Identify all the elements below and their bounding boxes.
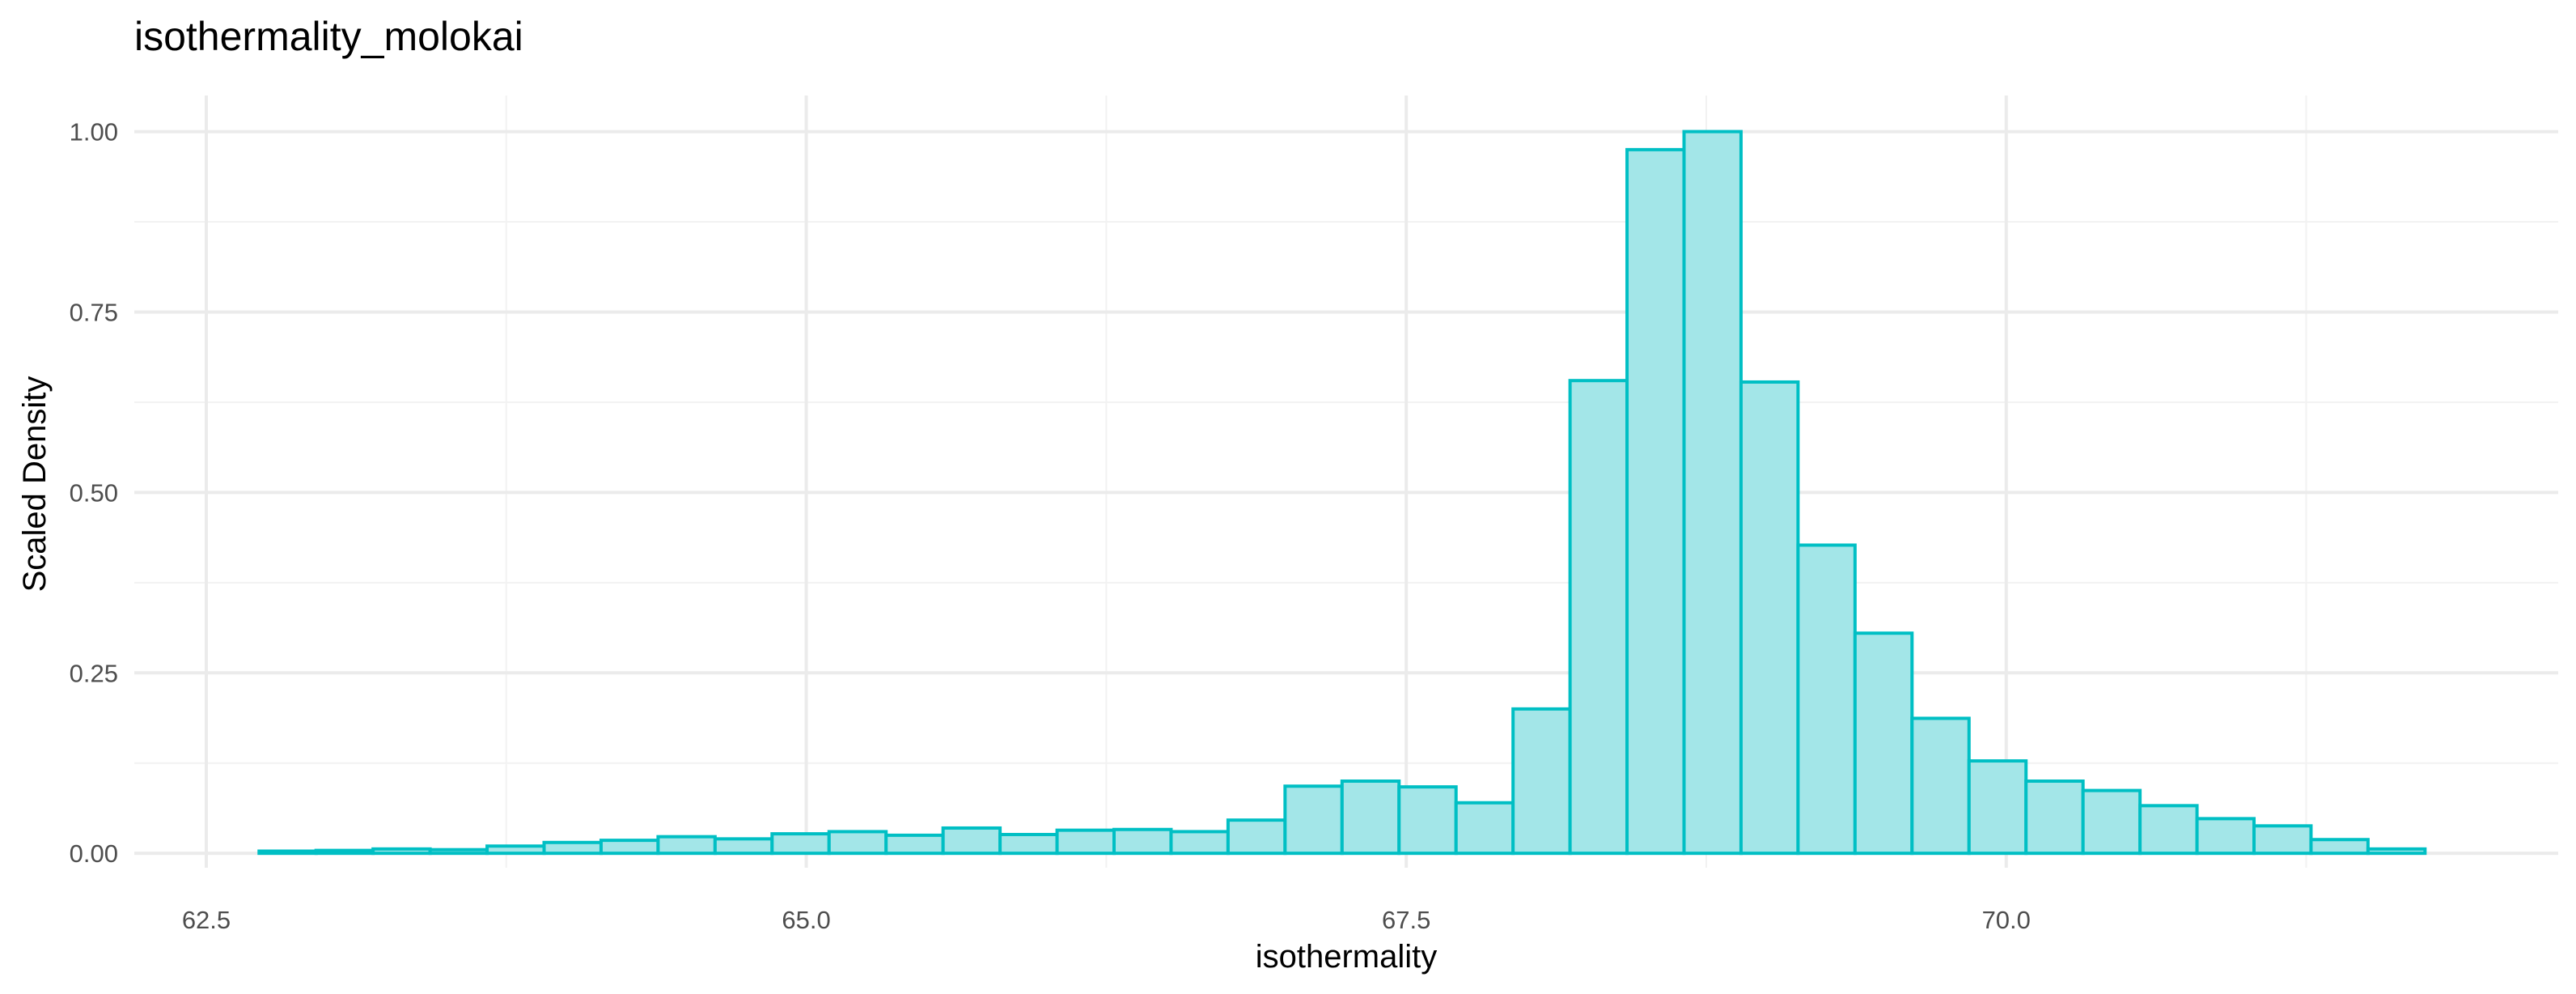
histogram-bar [314, 848, 375, 856]
histogram-bar [542, 840, 603, 856]
x-tick-label: 70.0 [1982, 906, 2031, 934]
histogram-bar [1739, 380, 1800, 856]
histogram-bar [2081, 788, 2142, 856]
histogram-bar [1112, 827, 1173, 856]
histogram-bar [2309, 838, 2370, 856]
histogram-bar [1910, 716, 1971, 856]
histogram-bar [2252, 824, 2313, 856]
histogram-bar [428, 847, 489, 856]
histogram-bar [713, 837, 774, 856]
histogram-bar [2138, 804, 2199, 856]
histogram-bar [2195, 817, 2256, 856]
histogram-bar [1796, 543, 1857, 856]
histogram-bar [2366, 847, 2427, 856]
x-axis-title: isothermality [1256, 939, 1438, 975]
ticks-layer: 62.5 65.0 67.5 70.0 0.00 0.25 0.50 0.75 1.00 [70, 118, 2031, 934]
y-tick-label: 0.00 [70, 839, 118, 868]
histogram-bar [1568, 379, 1629, 856]
histogram-bar [1226, 818, 1287, 856]
x-tick-label: 67.5 [1382, 906, 1430, 934]
histogram-bar [1397, 785, 1458, 856]
y-tick-label: 0.75 [70, 298, 118, 326]
histogram-bar [998, 832, 1059, 856]
histogram-bar [1340, 779, 1401, 856]
histogram-bar [827, 830, 888, 856]
histogram-bar [656, 835, 717, 856]
histogram-bar [1055, 828, 1116, 856]
histogram-bar [770, 832, 831, 856]
histogram-bar [1169, 830, 1230, 856]
x-tick-label: 65.0 [782, 906, 830, 934]
x-tick-label: 62.5 [182, 906, 231, 934]
bars-layer [257, 130, 2427, 856]
histogram-bar [2024, 779, 2085, 856]
histogram-bar [884, 833, 945, 856]
histogram-bar [1967, 759, 2028, 856]
y-axis-title: Scaled Density [17, 376, 53, 593]
y-tick-label: 1.00 [70, 118, 118, 147]
histogram-bar [1682, 130, 1743, 856]
grid-layer [134, 96, 2558, 868]
histogram-bar [599, 839, 660, 856]
y-tick-label: 0.50 [70, 478, 118, 507]
histogram-bar [1853, 631, 1914, 856]
chart-title: isothermality_molokai [134, 14, 523, 59]
y-tick-label: 0.25 [70, 659, 118, 687]
histogram-bar [1454, 801, 1515, 856]
histogram-bar [1625, 147, 1686, 856]
histogram-bar [257, 849, 318, 856]
histogram-bar [1283, 784, 1344, 856]
histogram-bar [371, 847, 432, 856]
histogram-bar [1511, 707, 1572, 856]
histogram-bar [941, 826, 1002, 856]
histogram-bar [485, 844, 546, 856]
